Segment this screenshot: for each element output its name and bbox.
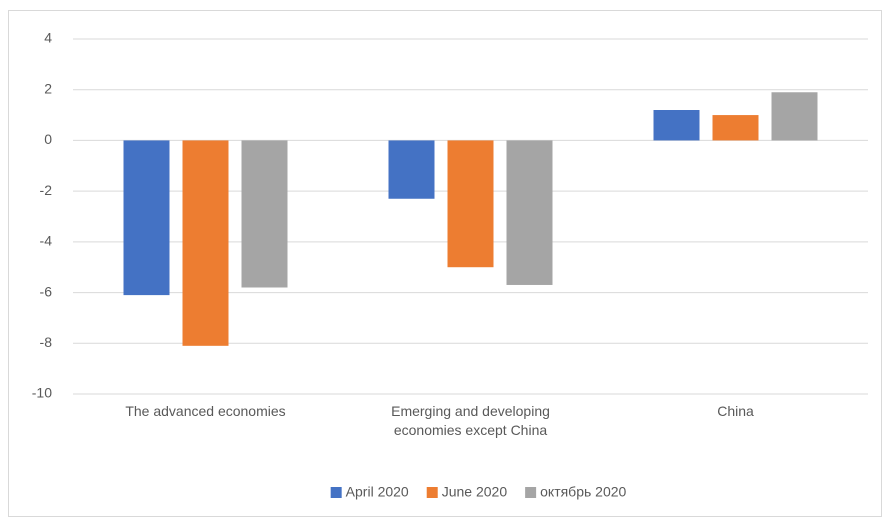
x-tick-label-box: Emerging and developing economies except… <box>391 403 550 438</box>
bar <box>653 110 700 141</box>
legend-swatch <box>426 487 438 498</box>
bar <box>123 140 170 296</box>
legend-swatch <box>330 487 342 498</box>
y-tick-label: -8 <box>40 334 53 350</box>
legend-label: октябрь 2020 <box>540 484 626 500</box>
x-tick-label: Emerging and developing economies except… <box>391 403 550 438</box>
bar <box>712 115 759 141</box>
legend-label: April 2020 <box>346 484 409 500</box>
legend-label: June 2020 <box>442 484 508 500</box>
y-tick-label: -2 <box>40 182 53 198</box>
bar <box>771 92 818 141</box>
bar <box>506 140 553 285</box>
x-tick-label: China <box>717 403 754 419</box>
x-tick-label-box: The advanced economies <box>125 403 286 419</box>
bar <box>241 140 288 288</box>
bar <box>182 140 229 346</box>
x-tick-label-box: China <box>717 403 754 419</box>
x-tick-label: The advanced economies <box>125 403 286 419</box>
bar <box>447 140 494 268</box>
legend: April 2020 June 2020 октябрь 2020 <box>330 484 627 500</box>
y-tick-label: 0 <box>44 131 52 147</box>
y-tick-label: 2 <box>44 80 52 96</box>
y-tick-label: -6 <box>40 283 53 299</box>
bar <box>388 140 435 199</box>
y-tick-label: 4 <box>44 30 52 46</box>
y-tick-label: -10 <box>32 385 52 401</box>
legend-swatch <box>525 487 537 498</box>
y-tick-label: -4 <box>40 233 53 249</box>
